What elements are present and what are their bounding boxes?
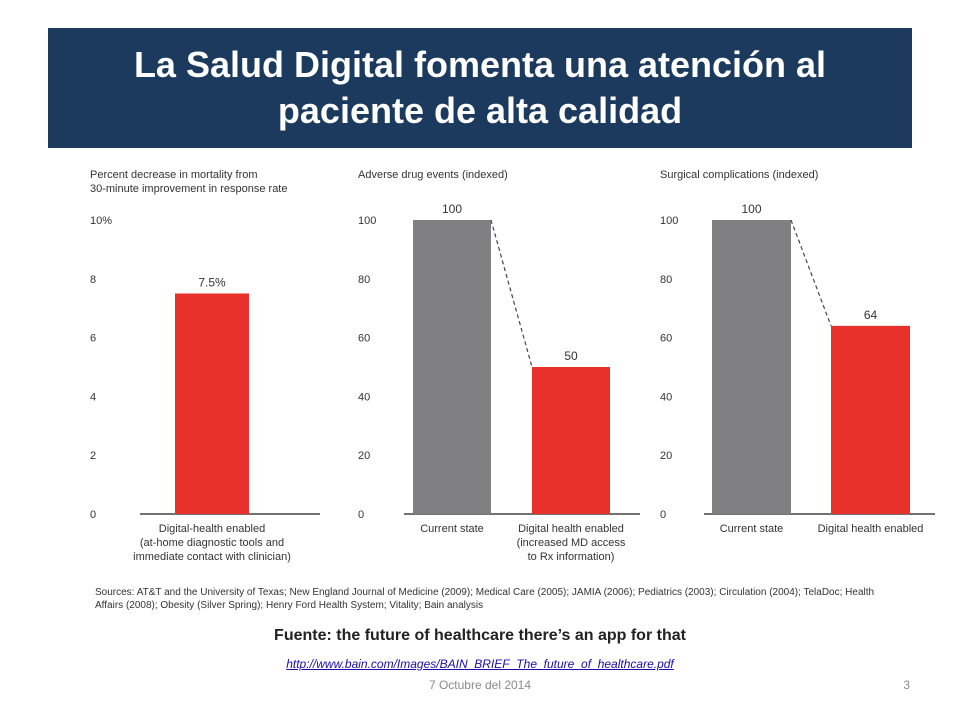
chart-1-ytick-label: 6	[90, 333, 96, 345]
slide-title: La Salud Digital fomenta una atención al…	[133, 44, 827, 131]
chart-3-category-label: Current state	[720, 523, 784, 535]
chart-1-ytick-label: 2	[90, 450, 96, 462]
chart-3-ytick-label: 80	[660, 274, 672, 286]
charts-svg: Percent decrease in mortality from 30-min…	[90, 169, 935, 563]
sources-note: Sources: AT&T and the University of Texa…	[95, 587, 875, 611]
title-banner: La Salud Digital fomenta una atención al…	[48, 28, 912, 148]
chart-1-ytick-label: 10%	[90, 215, 112, 227]
chart-3-value-label: 64	[864, 308, 878, 322]
chart-2-ytick-label: 0	[358, 509, 364, 521]
chart-1-ytick-label: 4	[90, 391, 96, 403]
page-number: 3	[903, 678, 910, 692]
chart-3-title: Surgical complications (indexed)	[660, 169, 818, 181]
chart-2-category-label: Digital health enabled	[518, 523, 624, 535]
chart-3-ytick-label: 100	[660, 215, 678, 227]
chart-2-connector	[490, 219, 533, 368]
chart-3-ytick-label: 60	[660, 333, 672, 345]
chart-3-value-label: 100	[741, 202, 761, 216]
chart-2-category-label: Current state	[420, 523, 484, 535]
chart-2-ytick-label: 40	[358, 391, 370, 403]
chart-2-bar	[532, 367, 610, 514]
chart-3-ytick-label: 40	[660, 391, 672, 403]
chart-1-category-label: immediate contact with clinician)	[133, 551, 291, 563]
chart-2-ytick-label: 60	[358, 333, 370, 345]
chart-2-value-label: 100	[442, 202, 462, 216]
chart-1-ytick-label: 8	[90, 274, 96, 286]
chart-1-title: Percent decrease in mortality from	[90, 169, 258, 181]
chart-2-ytick-label: 100	[358, 215, 376, 227]
chart-2-bar	[413, 220, 491, 514]
chart-3-bar	[712, 220, 791, 514]
chart-3-connector	[790, 219, 832, 327]
chart-1-category-label: (at-home diagnostic tools and	[140, 537, 284, 549]
chart-2-ytick-label: 20	[358, 450, 370, 462]
footer-date: 7 Octubre del 2014	[428, 678, 532, 692]
chart-1-bar	[175, 293, 249, 514]
chart-3-category-label: Digital health enabled	[818, 523, 924, 535]
chart-1-category-label: Digital-health enabled	[159, 523, 265, 535]
chart-1-value-label: 7.5%	[198, 276, 226, 290]
chart-3-bar	[831, 325, 910, 514]
source-title: Fuente: the future of healthcare there’s…	[274, 627, 686, 644]
chart-2-title: Adverse drug events (indexed)	[358, 169, 508, 181]
chart-2-category-label: (increased MD access	[517, 537, 626, 549]
chart-3-ytick-label: 0	[660, 509, 666, 521]
chart-1-ytick-label: 0	[90, 509, 96, 521]
chart-2-category-label: to Rx information)	[528, 551, 615, 563]
chart-1-title: 30-minute improvement in response rate	[90, 183, 287, 195]
chart-2-value-label: 50	[564, 349, 578, 363]
source-link[interactable]: http://www.bain.com/Images/BAIN_BRIEF_Th…	[286, 657, 674, 671]
charts-panel: Percent decrease in mortality from 30-min…	[80, 158, 940, 628]
chart-2-ytick-label: 80	[358, 274, 370, 286]
chart-3-ytick-label: 20	[660, 450, 672, 462]
